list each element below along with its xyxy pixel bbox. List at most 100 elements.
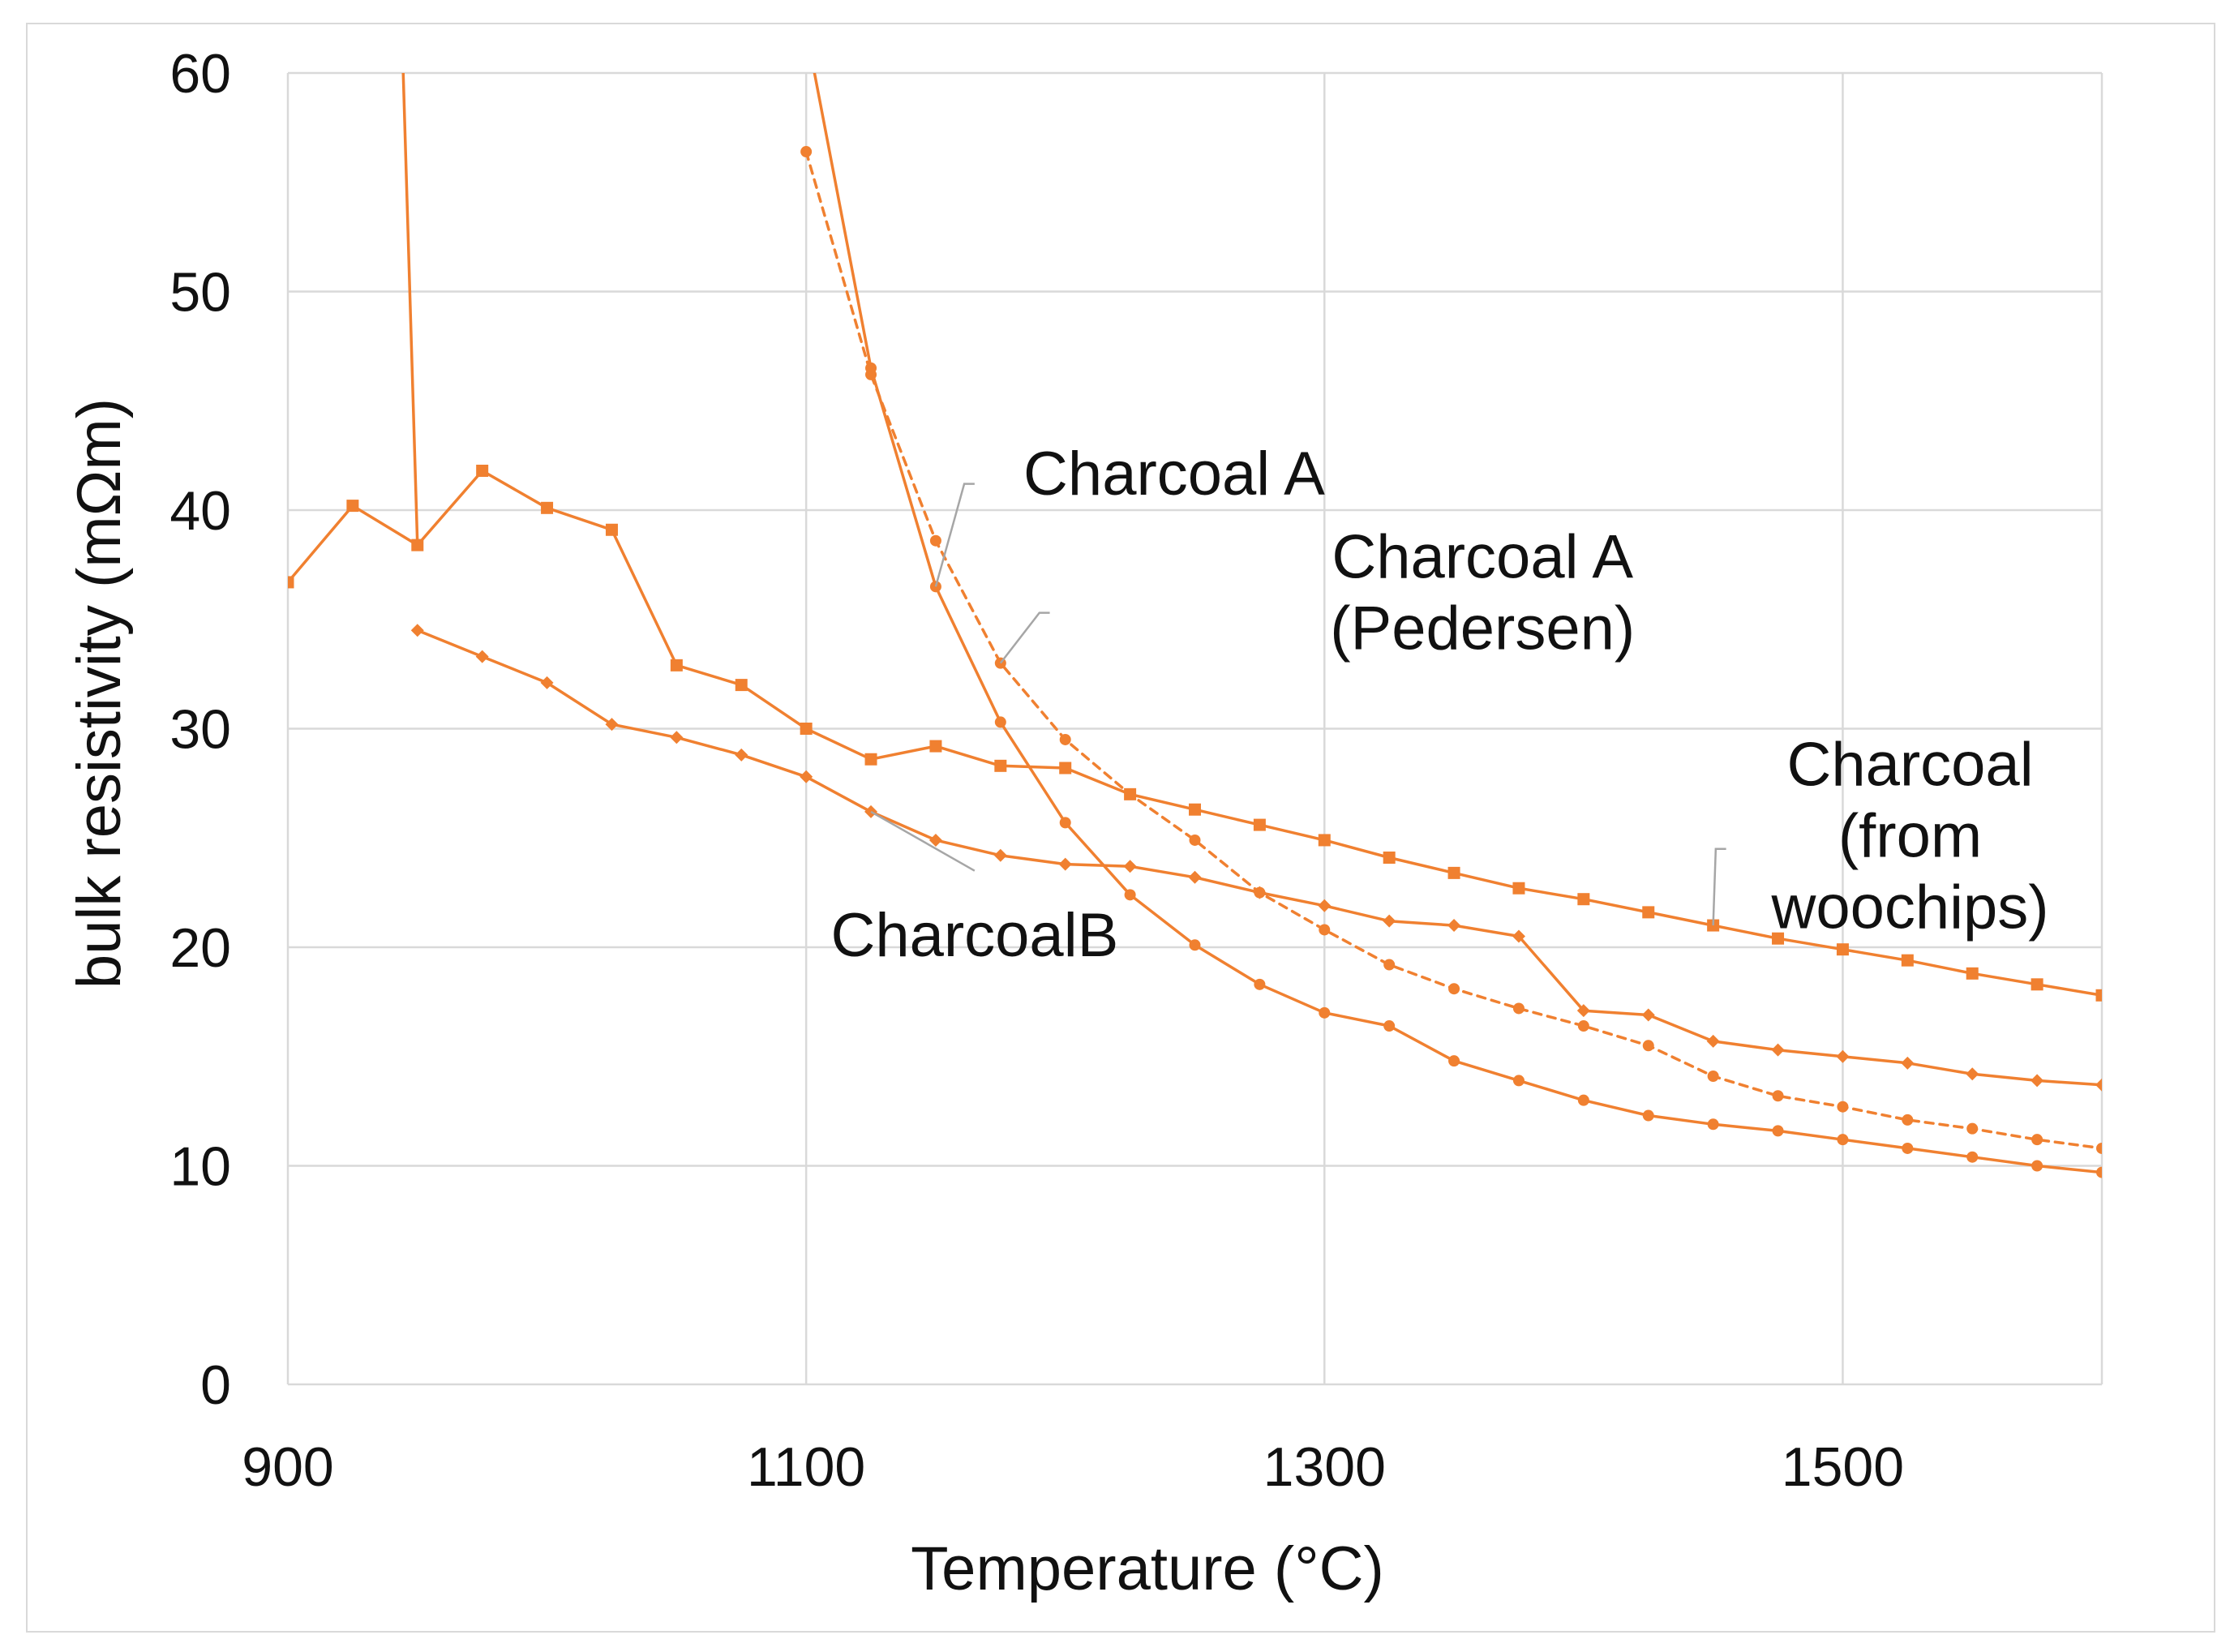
x-tick-label: 1300 [1263, 1436, 1386, 1498]
data-point-charcoal-a [1772, 1125, 1784, 1137]
data-point-charcoal-a [1124, 889, 1136, 901]
data-point-charcoal-a [1837, 1134, 1849, 1146]
data-point-charcoal-from-woochips [1059, 762, 1072, 775]
leader-line-charcoal-woodchips [1712, 847, 1726, 926]
data-point-charcoal-a-pedersen [1966, 1122, 1979, 1135]
data-point-charcoalb [1058, 857, 1072, 871]
data-point-charcoal-from-woochips [476, 464, 489, 477]
annotation-charcoal-b: CharcoalB [830, 810, 1118, 970]
data-point-charcoalb [1188, 870, 1202, 884]
data-point-charcoal-a [1383, 1020, 1396, 1032]
data-point-charcoalb [993, 848, 1007, 862]
data-point-charcoalb [1253, 886, 1267, 899]
data-point-charcoalb [1512, 929, 1525, 943]
series-charcoalb [410, 624, 2102, 1092]
x-tick-label: 900 [242, 1436, 333, 1498]
data-point-charcoal-from-woochips [1318, 834, 1331, 847]
series-layer [288, 73, 2102, 1178]
data-point-charcoalb [1966, 1067, 1979, 1081]
data-point-charcoalb [1576, 1004, 1590, 1018]
data-point-charcoalb [410, 624, 424, 637]
series-charcoal-from-woochips [288, 464, 2102, 1002]
data-point-charcoal-a-pedersen [1448, 983, 1460, 995]
data-point-charcoal-a-pedersen [1059, 733, 1071, 745]
data-point-charcoal-from-woochips [1577, 893, 1590, 906]
data-point-charcoalb [928, 833, 942, 847]
data-point-charcoal-from-woochips [411, 539, 424, 551]
data-point-charcoal-from-woochips [1642, 906, 1655, 919]
x-axis-title: Temperature (°C) [911, 1534, 1384, 1603]
data-point-charcoal-from-woochips [2031, 978, 2043, 991]
y-tick-label: 60 [169, 43, 231, 105]
data-point-charcoal-a [1448, 1055, 1460, 1067]
data-point-charcoal-a-pedersen [1189, 834, 1201, 846]
data-point-charcoal-from-woochips [1124, 787, 1137, 800]
data-point-charcoal-a-pedersen [2096, 1142, 2102, 1154]
data-point-charcoal-a [994, 716, 1006, 728]
data-point-charcoal-a-pedersen [1642, 1040, 1654, 1052]
data-point-charcoal-from-woochips [1383, 852, 1396, 865]
data-point-charcoal-from-woochips [994, 759, 1007, 772]
data-point-charcoal-a [1902, 1142, 1914, 1154]
series-charcoal-a [813, 73, 2102, 1178]
data-point-charcoalb [1383, 914, 1396, 928]
data-point-charcoal-from-woochips [1836, 943, 1849, 956]
data-point-charcoal-from-woochips [670, 659, 683, 672]
series-label-charcoal-b: CharcoalB [830, 901, 1118, 970]
data-point-charcoalb [2095, 1078, 2102, 1092]
data-point-charcoal-a-pedersen [1902, 1113, 1914, 1126]
data-point-charcoal-a-pedersen [1319, 924, 1331, 936]
data-point-charcoal-a-pedersen [2031, 1134, 2043, 1146]
data-point-charcoal-from-woochips [1772, 932, 1785, 945]
data-point-charcoal-a [1254, 978, 1266, 990]
data-point-charcoal-from-woochips [929, 740, 942, 753]
data-point-charcoal-from-woochips [1253, 818, 1266, 831]
data-point-charcoal-a [1642, 1109, 1654, 1122]
annotation-charcoal-a: Charcoal A [934, 440, 1325, 587]
data-point-charcoal-from-woochips [1966, 967, 1979, 980]
series-label-charcoal-a-pedersen: (Pedersen) [1330, 594, 1635, 663]
annotation-charcoal-a-pedersen: Charcoal A(Pedersen) [999, 523, 1635, 664]
data-point-charcoal-a [2031, 1160, 2043, 1172]
data-point-charcoalb [1447, 919, 1461, 933]
data-point-charcoal-from-woochips [1901, 954, 1914, 967]
data-point-charcoal-a [1512, 1075, 1525, 1087]
x-tick-label: 1100 [747, 1436, 865, 1498]
leader-line-charcoal-a-pedersen [999, 611, 1050, 664]
data-point-charcoal-a [1189, 939, 1201, 951]
leader-line-charcoal-a [934, 483, 975, 587]
data-point-charcoal-from-woochips [605, 523, 618, 536]
data-point-charcoal-from-woochips [346, 500, 359, 513]
series-label-charcoal-a: Charcoal A [1023, 440, 1325, 508]
data-point-charcoalb [1771, 1043, 1785, 1057]
y-axis-title: bulk resistivity (mΩm) [65, 398, 134, 989]
y-tick-label: 40 [169, 480, 231, 542]
data-point-charcoal-from-woochips [800, 723, 813, 735]
data-point-charcoal-a [1059, 817, 1071, 829]
data-point-charcoal-a-pedersen [1577, 1020, 1589, 1032]
data-point-charcoal-a [1577, 1094, 1589, 1106]
data-point-charcoal-a [1319, 1006, 1331, 1019]
y-tick-label: 10 [169, 1136, 231, 1198]
grid-layer [286, 71, 2103, 1386]
data-point-charcoalb [1123, 860, 1137, 873]
series-label-charcoal-a-pedersen: Charcoal A [1332, 523, 1633, 592]
data-point-charcoalb [1318, 899, 1332, 912]
data-point-charcoal-a-pedersen [1512, 1002, 1525, 1015]
data-point-charcoal-from-woochips [2095, 989, 2102, 1002]
data-point-charcoal-from-woochips [864, 753, 877, 766]
data-point-charcoalb [1706, 1034, 1720, 1048]
data-point-charcoalb [1836, 1049, 1850, 1063]
y-tick-label: 0 [200, 1354, 231, 1416]
data-point-charcoalb [670, 731, 684, 744]
y-tick-label: 20 [169, 917, 231, 979]
y-tick-label: 50 [169, 262, 231, 324]
axis-label-layer: Temperature (°C) bulk resistivity (mΩm) … [65, 43, 1904, 1603]
y-tick-label: 30 [169, 699, 231, 761]
data-point-charcoal-from-woochips [288, 576, 294, 589]
data-point-charcoalb [800, 770, 813, 783]
data-point-charcoal-a-pedersen [1837, 1101, 1849, 1113]
leader-line-charcoal-b [870, 810, 976, 872]
